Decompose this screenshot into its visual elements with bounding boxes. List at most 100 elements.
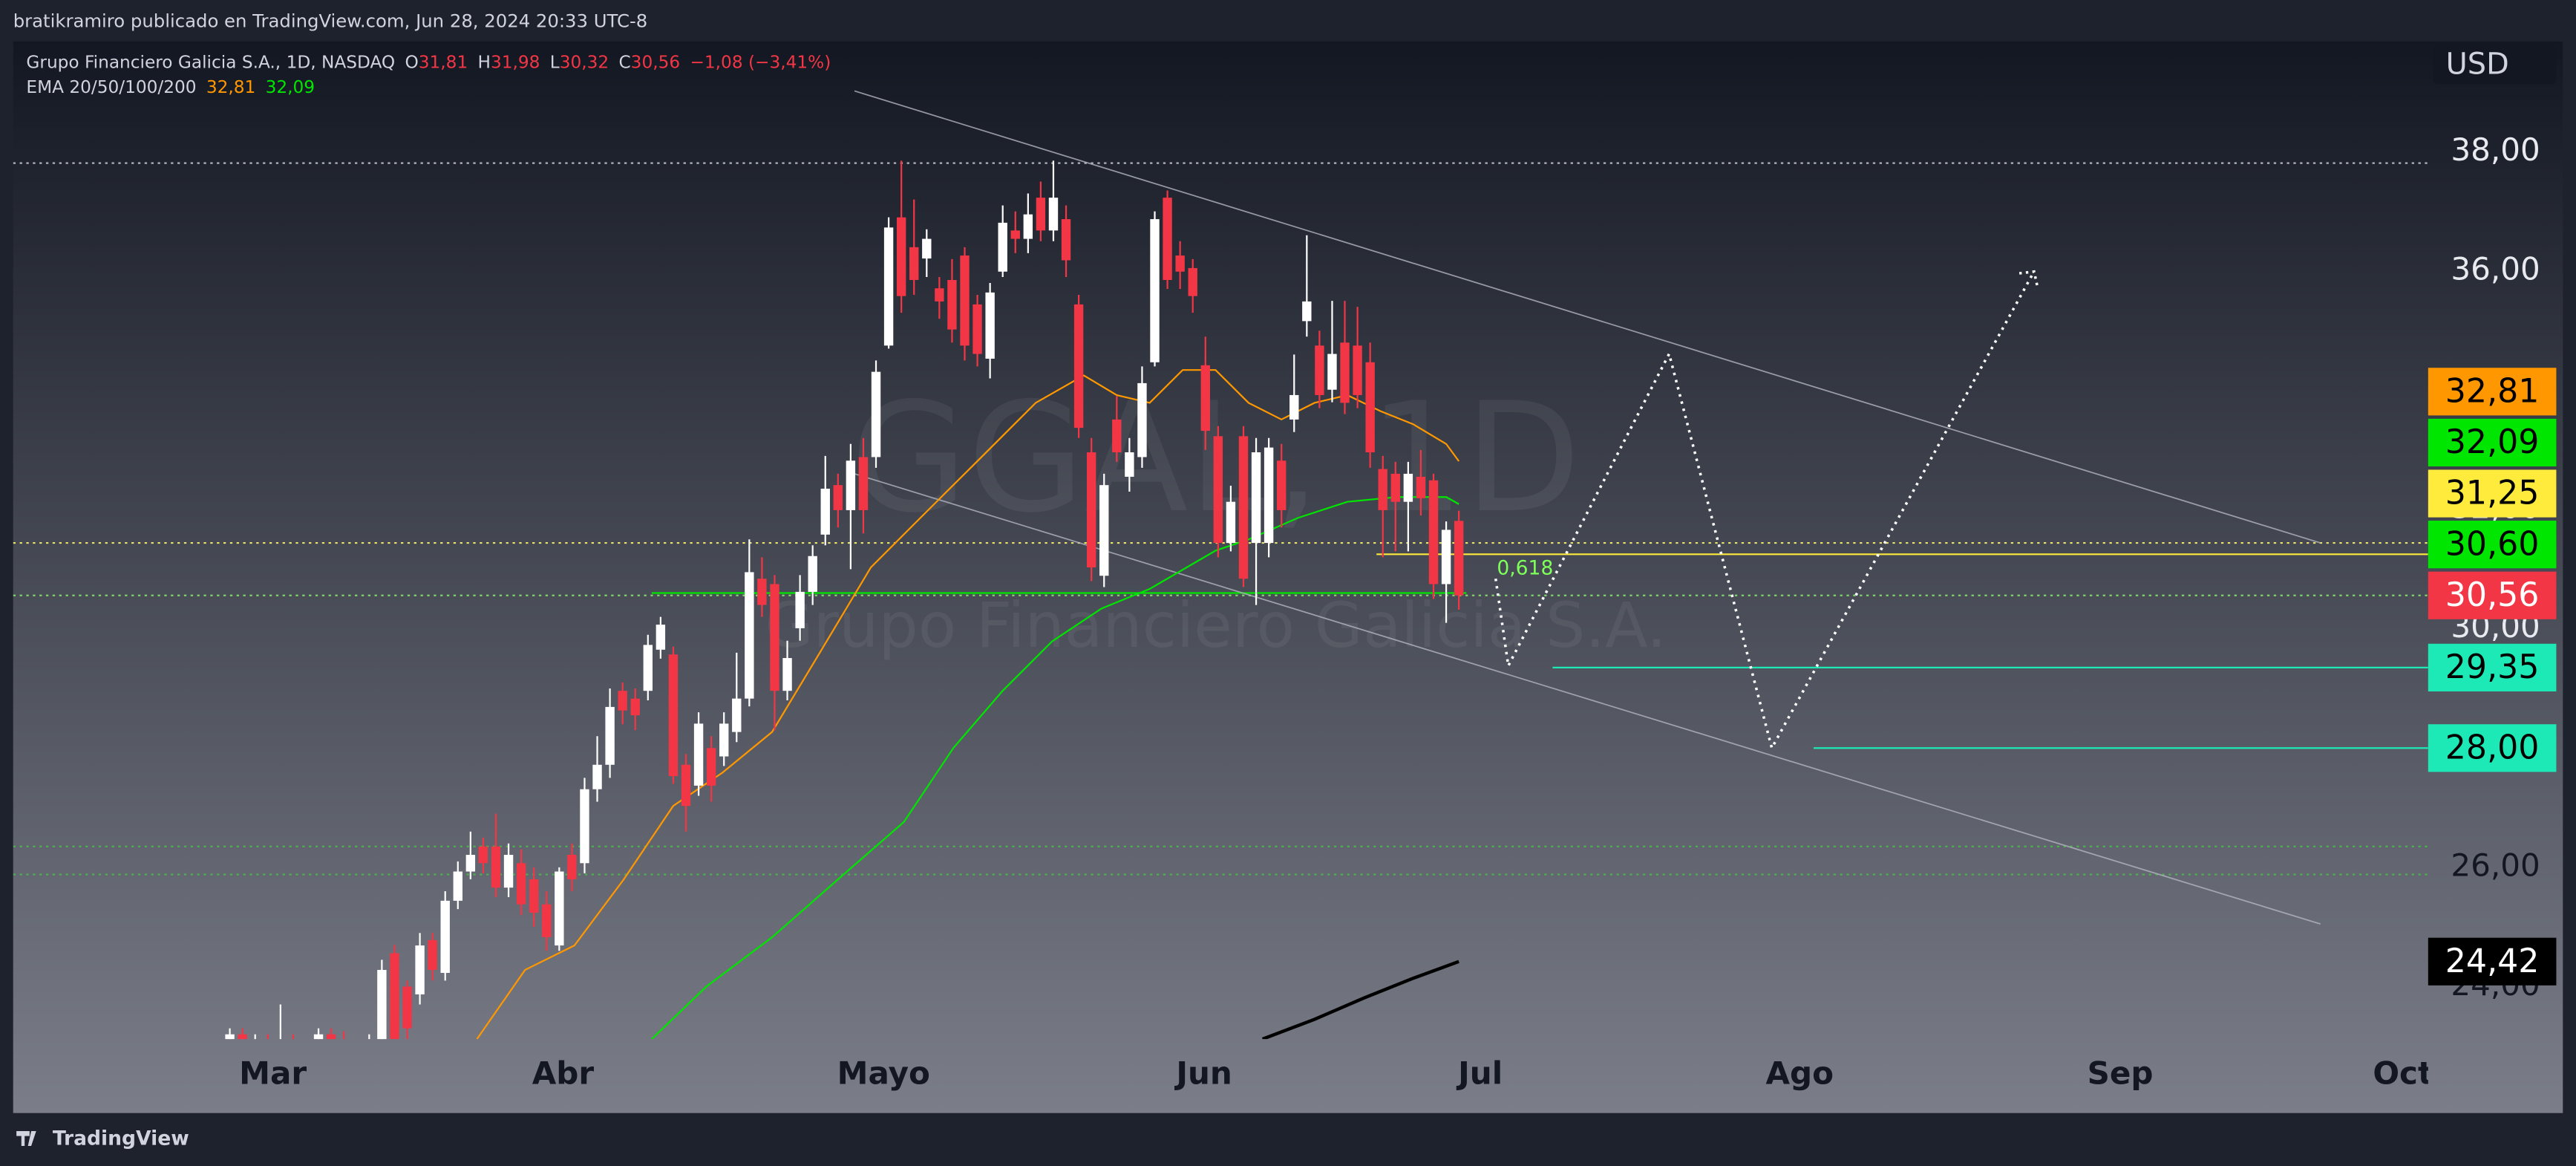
- candle-body: [656, 625, 666, 650]
- price-label: 28,00: [2445, 729, 2540, 766]
- header: bratikramiro publicado en TradingView.co…: [13, 10, 648, 31]
- candle-body: [592, 764, 602, 789]
- candle-body: [440, 900, 450, 973]
- candle-body: [935, 288, 944, 302]
- legend-value: 31,98: [491, 52, 540, 72]
- price-label: 31,25: [2445, 475, 2540, 512]
- candle-body: [1137, 382, 1147, 457]
- candle-body: [1428, 480, 1439, 584]
- candle-body: [1175, 255, 1185, 272]
- candle-body: [402, 986, 412, 1029]
- ema-line: [1261, 960, 1459, 1040]
- x-tick-label: Jun: [1174, 1055, 1232, 1091]
- legend-indicator: EMA 20/50/100/200: [26, 76, 196, 97]
- legend-indicator-value: 32,09: [266, 76, 315, 97]
- price-label-box: [2428, 571, 2557, 619]
- candle-body: [465, 855, 476, 872]
- candle-body: [732, 698, 742, 732]
- candle-body: [846, 460, 856, 510]
- price-label-box: [2428, 521, 2557, 569]
- candle-body: [833, 485, 843, 510]
- currency[interactable]: USD: [2446, 48, 2509, 82]
- candle-body: [960, 255, 970, 346]
- candle-body: [985, 292, 995, 359]
- candle-body: [453, 871, 462, 901]
- candle-body: [972, 304, 982, 354]
- candle-body: [1073, 304, 1084, 429]
- x-tick-label: Mar: [239, 1055, 307, 1091]
- candle-body: [428, 939, 437, 970]
- candle-body: [782, 658, 792, 691]
- x-tick-label: Mayo: [837, 1055, 930, 1091]
- trendline: [854, 90, 2321, 544]
- candle-body: [770, 584, 779, 691]
- candle-body: [1289, 394, 1299, 420]
- panel: [13, 41, 2563, 1113]
- candle-body: [503, 855, 514, 888]
- candle-body: [1226, 501, 1236, 544]
- candle-body: [896, 217, 906, 296]
- candle-body: [1251, 452, 1261, 544]
- price-label: 29,35: [2445, 648, 2540, 686]
- candle-body: [820, 489, 830, 535]
- candle-body: [883, 227, 894, 346]
- candle-body: [719, 723, 729, 757]
- candle-body: [1086, 452, 1096, 567]
- candle-body: [1315, 345, 1324, 395]
- candle-body: [871, 371, 881, 457]
- y-tick-label: 36,00: [2451, 250, 2540, 287]
- legend-value: 31,81: [419, 52, 468, 72]
- legend-indicator-value: 32,81: [206, 76, 255, 97]
- legend-change: −1,08 (−3,41%): [690, 52, 831, 72]
- candle-body: [313, 1034, 324, 1040]
- price-label: 32,09: [2445, 423, 2540, 461]
- candle-body: [1238, 436, 1249, 579]
- price-label-box: [2428, 418, 2557, 467]
- candle-body: [1048, 198, 1059, 231]
- price-label: 32,81: [2445, 373, 2540, 411]
- candle-body: [1327, 354, 1337, 390]
- x-tick-label: Sep: [2088, 1055, 2154, 1091]
- candle-body: [1036, 198, 1046, 231]
- candle-body: [225, 1034, 235, 1040]
- price-label-box: [2428, 937, 2557, 986]
- candle-body: [858, 457, 869, 510]
- price-label-box: [2428, 643, 2557, 691]
- candle-body: [668, 654, 679, 777]
- candle-body: [1150, 219, 1160, 362]
- legend-value: 30,56: [631, 52, 680, 72]
- legend-line: Grupo Financiero Galicia S.A., 1D, NASDA…: [26, 52, 831, 72]
- legend: Grupo Financiero Galicia S.A., 1D, NASDA…: [26, 52, 831, 97]
- candle-body: [415, 945, 425, 994]
- candle-body: [1099, 485, 1109, 576]
- legend-key: O: [405, 52, 418, 72]
- candle-body: [542, 904, 552, 937]
- candle-body: [1365, 362, 1375, 453]
- candle-body: [630, 698, 640, 716]
- candle-body: [1264, 447, 1274, 544]
- candle-body: [1213, 436, 1223, 544]
- price-label-box: [2428, 368, 2557, 416]
- candle-body: [1454, 521, 1464, 596]
- x-tick-label: Ago: [1766, 1055, 1834, 1091]
- legend-value: 30,32: [560, 52, 609, 72]
- footer-logo: TradingView: [53, 1127, 189, 1150]
- y-axis: 24,0026,0028,0030,0032,0034,0036,0038,00…: [2428, 131, 2557, 1003]
- legend-key: H: [478, 52, 491, 72]
- candle-body: [922, 238, 932, 259]
- candle-body: [1302, 301, 1312, 322]
- candle-body: [491, 846, 501, 888]
- candle-body: [947, 279, 957, 330]
- candle-body: [1023, 214, 1033, 239]
- legend-line: EMA 20/50/100/200 32,81 32,09: [26, 76, 315, 97]
- candle-body: [1403, 473, 1413, 502]
- x-tick-label: Oct: [2373, 1055, 2433, 1091]
- currency-box[interactable]: [2433, 46, 2557, 85]
- price-label: 30,60: [2445, 525, 2540, 563]
- candle-body: [1340, 342, 1350, 403]
- candle-body: [478, 846, 488, 864]
- candle-body: [377, 969, 387, 1040]
- candle-body: [555, 871, 564, 946]
